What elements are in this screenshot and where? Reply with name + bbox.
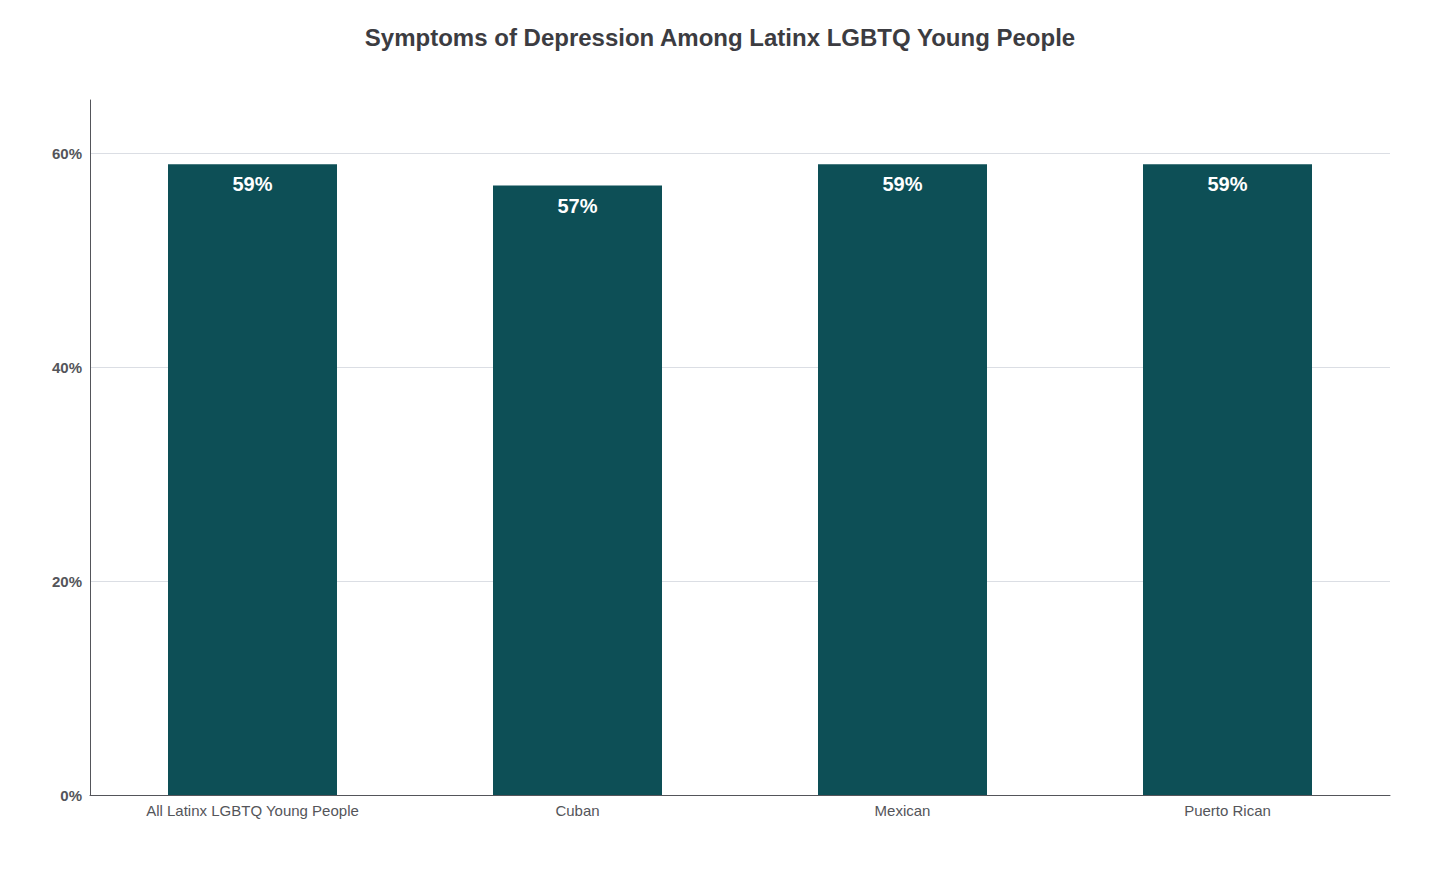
svg-text:20%: 20% [52,573,82,590]
svg-text:59%: 59% [882,173,922,195]
svg-text:Cuban: Cuban [555,802,599,819]
svg-text:40%: 40% [52,359,82,376]
svg-text:57%: 57% [557,195,597,217]
svg-text:59%: 59% [232,173,272,195]
svg-text:59%: 59% [1207,173,1247,195]
svg-text:Puerto Rican: Puerto Rican [1184,802,1271,819]
svg-text:All Latinx LGBTQ Young People: All Latinx LGBTQ Young People [146,802,359,819]
svg-text:Mexican: Mexican [875,802,931,819]
svg-text:0%: 0% [60,787,82,804]
svg-text:Symptoms of Depression Among L: Symptoms of Depression Among Latinx LGBT… [365,24,1075,51]
svg-text:60%: 60% [52,145,82,162]
